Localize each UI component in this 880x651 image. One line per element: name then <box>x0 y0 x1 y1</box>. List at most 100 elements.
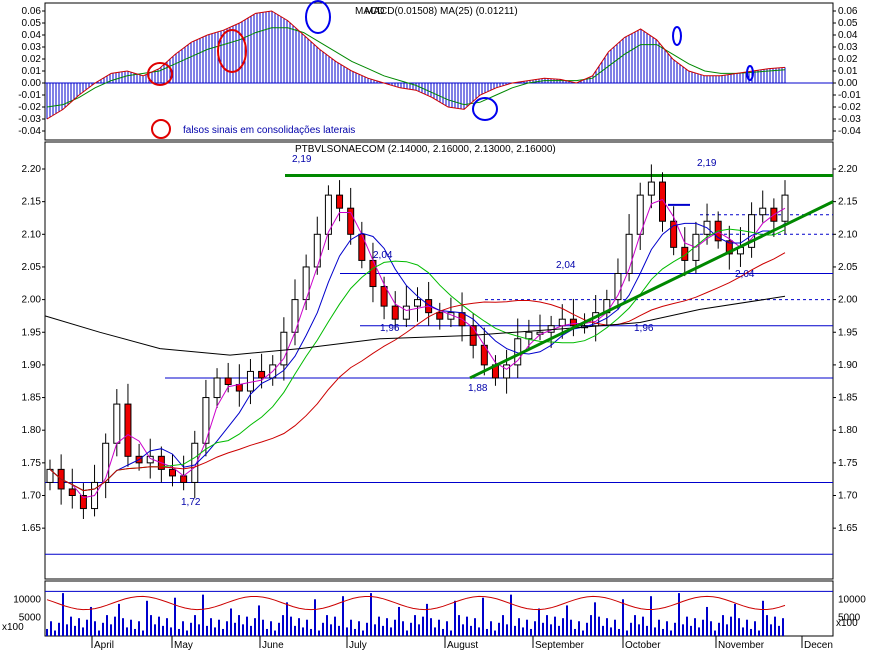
macd-ytick-left: 0.04 <box>22 30 42 41</box>
candle-body <box>246 370 254 392</box>
macd-ytick-right: -0.03 <box>838 114 861 125</box>
price-ytick-right: 2.20 <box>838 164 858 175</box>
signal-circle <box>746 65 754 81</box>
price-ytick-left: 2.15 <box>22 197 42 208</box>
price-ytick-right: 1.95 <box>838 327 858 338</box>
macd-ytick-left: 0.05 <box>22 18 42 29</box>
candle-body <box>224 377 232 385</box>
signal-circle <box>217 29 247 73</box>
candle-body <box>380 286 388 307</box>
macd-ytick-left: 0.03 <box>22 42 42 53</box>
macd-ytick-right: 0.05 <box>838 18 858 29</box>
price-ytick-left: 2.00 <box>22 295 42 306</box>
macd-ytick-left: -0.03 <box>18 114 41 125</box>
volume-ytick-right: 10000 <box>838 594 866 605</box>
price-ytick-right: 2.00 <box>838 295 858 306</box>
price-ytick-left: 1.65 <box>22 523 42 534</box>
price-panel <box>44 141 834 580</box>
candle-body <box>324 194 332 235</box>
candle-body <box>391 305 399 320</box>
price-ytick-right: 1.75 <box>838 458 858 469</box>
price-ytick-right: 2.10 <box>838 229 858 240</box>
macd-ytick-right: -0.02 <box>838 102 861 113</box>
price-level-label: 2,04 <box>735 269 755 280</box>
price-ytick-right: 1.70 <box>838 491 858 502</box>
signal-circle <box>672 26 682 46</box>
candle-body <box>614 272 622 301</box>
candle-body <box>102 442 110 483</box>
price-ytick-left: 2.20 <box>22 164 42 175</box>
macd-ytick-right: 0.01 <box>838 66 858 77</box>
price-level-label: 2,04 <box>373 250 393 261</box>
macd-ytick-right: 0.03 <box>838 42 858 53</box>
volume-ytick-right: 5000 <box>838 613 861 624</box>
month-label: May <box>174 640 193 651</box>
macd-line-signal <box>46 27 786 108</box>
price-level-label: 2,04 <box>556 260 576 271</box>
price-ytick-left: 1.80 <box>22 425 42 436</box>
price-ytick-right: 1.80 <box>838 425 858 436</box>
candle-body <box>124 403 132 457</box>
candle-body <box>670 220 678 248</box>
candle-body <box>202 397 210 444</box>
macd-ytick-right: 0.00 <box>838 78 858 89</box>
volume-unit-left: x100 <box>2 622 24 633</box>
candle-body <box>235 383 243 392</box>
candle-body <box>503 364 511 379</box>
moving-average-line <box>49 222 786 492</box>
month-label: July <box>349 640 367 651</box>
price-ytick-left: 1.95 <box>22 327 42 338</box>
volume-average-line <box>46 595 786 611</box>
price-ytick-right: 2.05 <box>838 262 858 273</box>
price-ytick-right: 1.85 <box>838 393 858 404</box>
volume-ytick-left: 5000 <box>19 613 42 624</box>
price-level-label: 1,96 <box>380 323 400 334</box>
candle-body <box>191 442 199 483</box>
candle-body <box>569 318 577 327</box>
candle-body <box>336 194 344 209</box>
candle-body <box>280 331 288 366</box>
month-label: November <box>718 640 765 651</box>
legend-circle <box>151 119 171 139</box>
candle-body <box>313 233 321 268</box>
macd-ytick-right: 0.06 <box>838 6 858 17</box>
macd-ytick-right: -0.04 <box>838 126 861 137</box>
candle-body <box>659 181 666 222</box>
candle-body <box>258 370 266 379</box>
price-level-label: 2,19 <box>292 154 312 165</box>
moving-average-200-line <box>44 295 786 356</box>
macd-ytick-left: 0.06 <box>22 6 42 17</box>
price-ytick-right: 1.90 <box>838 360 858 371</box>
price-title: PTBVLSONAECOM (2.14000, 2.16000, 2.13000… <box>295 144 556 155</box>
candle-body <box>213 377 221 399</box>
macd-ytick-left: 0.00 <box>22 78 42 89</box>
candle-body <box>402 305 410 320</box>
price-ytick-left: 1.90 <box>22 360 42 371</box>
month-label: October <box>625 640 661 651</box>
price-ytick-left: 1.85 <box>22 393 42 404</box>
price-ytick-left: 2.10 <box>22 229 42 240</box>
macd-ytick-left: -0.02 <box>18 102 41 113</box>
candle-body <box>79 495 87 510</box>
macd-annotation: falsos sinais em consolidações laterais <box>183 125 355 136</box>
price-ytick-right: 2.15 <box>838 197 858 208</box>
macd-title: MACD <box>355 6 384 17</box>
candle-body <box>725 240 733 255</box>
candle-body <box>625 233 633 274</box>
candle-body <box>414 299 421 307</box>
moving-average-line <box>49 252 786 492</box>
candle-body <box>781 194 789 222</box>
macd-line-macd <box>46 10 786 120</box>
price-ytick-left: 2.05 <box>22 262 42 273</box>
candle-body <box>748 214 756 248</box>
volume-unit-right: x100 <box>836 618 858 629</box>
candle-body <box>46 468 54 483</box>
candle-body <box>647 181 655 196</box>
macd-ytick-right: -0.01 <box>838 90 861 101</box>
signal-circle <box>472 97 498 121</box>
candle-body <box>180 475 188 483</box>
macd-ytick-left: -0.01 <box>18 90 41 101</box>
month-label: August <box>447 640 478 651</box>
